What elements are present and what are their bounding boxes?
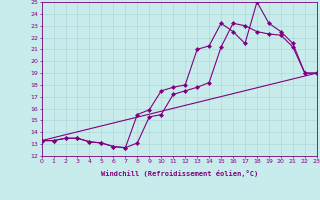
X-axis label: Windchill (Refroidissement éolien,°C): Windchill (Refroidissement éolien,°C) [100,170,258,177]
